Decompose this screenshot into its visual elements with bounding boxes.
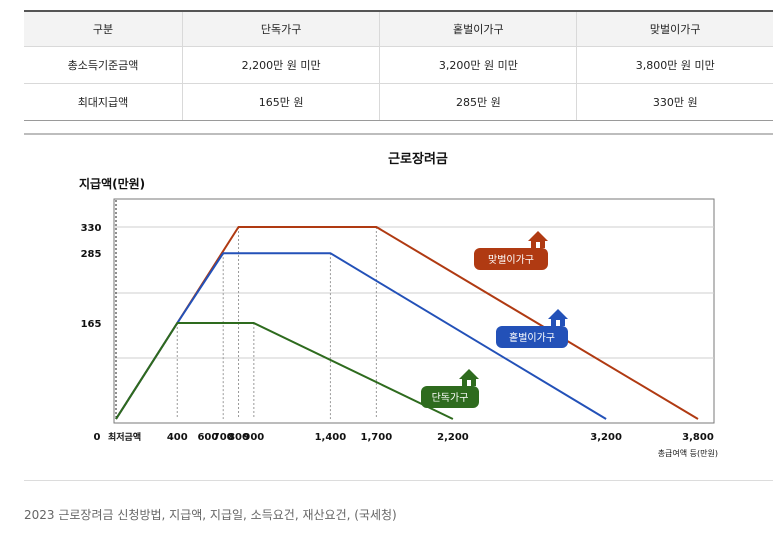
eitc-chart: 근로장려금 지급액(만원) 165 285 330 0 400 600700800900…	[79, 151, 718, 458]
table-cell: 165만 원	[182, 83, 381, 121]
house-icon	[528, 231, 548, 241]
series-label-text: 홑벌이가구	[509, 331, 555, 344]
table-header-cell: 구분	[24, 10, 183, 47]
x-axis-label: 총급여액 등(만원)	[658, 448, 718, 458]
chart-title: 근로장려금	[388, 151, 448, 167]
table-cell: 285만 원	[379, 83, 578, 121]
house-icon-door	[536, 242, 540, 248]
grid	[114, 226, 714, 359]
x-tick-label: 700	[213, 432, 234, 443]
series-label-text: 맞벌이가구	[488, 254, 534, 266]
y-tick-labels: 165 285 330	[81, 223, 102, 330]
x-tick-label: 1,400	[315, 432, 347, 443]
table-row: 총소득기준금액 2,200만 원 미만 3,200만 원 미만 3,800만 원…	[24, 46, 773, 84]
x-tick-label: 400	[167, 432, 188, 443]
x-tick-label: 1,700	[361, 432, 393, 443]
series-label-1: 홑벌이가구	[496, 309, 568, 348]
table-cell: 최대지급액	[24, 83, 183, 121]
house-icon	[548, 309, 568, 319]
series-line	[115, 322, 454, 420]
series-label-2: 단독가구	[421, 369, 479, 408]
table-cell: 3,800만 원 미만	[576, 46, 773, 84]
x-tick-label: 2,200	[437, 432, 469, 443]
table-header-row: 구분 단독가구 홑벌이가구 맞벌이가구	[24, 10, 773, 47]
guide-lines	[115, 200, 377, 419]
series-label-text: 단독가구	[432, 392, 469, 404]
label-box	[496, 326, 568, 348]
label-box	[474, 248, 548, 270]
house-icon-door	[556, 320, 560, 326]
table-cell: 2,200만 원 미만	[182, 46, 381, 84]
table-row: 최대지급액 165만 원 285만 원 330만 원	[24, 83, 773, 121]
table-cell: 3,200만 원 미만	[379, 46, 578, 84]
table-header-cell: 단독가구	[182, 10, 381, 47]
table-cell: 330만 원	[576, 83, 773, 121]
label-box	[421, 386, 479, 408]
series-label-0: 맞벌이가구	[474, 231, 548, 270]
footer-divider	[24, 480, 773, 481]
y-axis-label: 지급액(만원)	[79, 176, 145, 191]
house-icon-door	[467, 380, 471, 386]
x-tick-label: 600	[197, 432, 218, 443]
x-tick-label: 0	[94, 432, 101, 443]
table-cell: 총소득기준금액	[24, 46, 183, 84]
house-icon	[459, 369, 479, 379]
y-tick-label: 330	[81, 223, 102, 234]
series-lines	[115, 226, 699, 420]
table-header-cell: 맞벌이가구	[576, 10, 773, 47]
x-tick-label: 900	[243, 432, 264, 443]
x-tick-label: 3,800	[682, 432, 714, 443]
source-caption: 2023 근로장려금 신청방법, 지급액, 지급일, 소득요건, 재산요건, (…	[24, 508, 397, 522]
eligibility-table: 구분 단독가구 홑벌이가구 맞벌이가구 총소득기준금액 2,200만 원 미만 …	[24, 10, 773, 121]
y-tick-label: 285	[81, 249, 102, 260]
x-tick-label: 800	[228, 432, 249, 443]
section-divider	[24, 133, 773, 135]
y-tick-label: 165	[81, 319, 102, 330]
x-tick-label: 3,200	[590, 432, 622, 443]
min-wage-label: 최저금액	[108, 431, 141, 443]
plot-area	[113, 198, 715, 424]
table-header-cell: 홑벌이가구	[379, 10, 578, 47]
